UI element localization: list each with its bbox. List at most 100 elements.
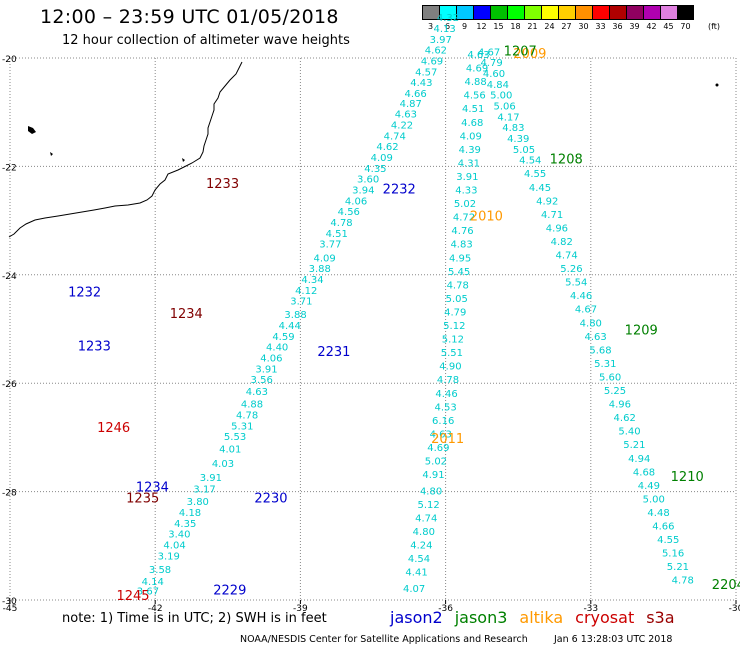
wave-height-point: 3.91 [255,364,277,375]
wave-height-point: 5.12 [442,335,464,346]
wave-height-point: 4.33 [455,186,477,197]
wave-height-point: 4.46 [570,291,592,302]
wave-height-point: 4.51 [326,229,348,240]
wave-height-point: 4.95 [449,253,471,264]
wave-height-point: 4.40 [266,343,288,354]
wave-height-point: 5.53 [224,432,246,443]
color-scale-label: 15 [493,22,504,31]
wave-height-point: 5.02 [425,457,447,468]
wave-height-point: 4.90 [439,362,461,373]
wave-height-point: 3.80 [187,497,209,508]
wave-height-point: 3.77 [319,240,341,251]
wave-height-point: 4.09 [371,153,393,164]
wave-height-point: 4.09 [313,253,335,264]
color-swatch-3 [422,5,439,20]
wave-height-point: 5.26 [560,264,582,275]
wave-height-point: 3.94 [352,186,374,197]
wave-height-point: 4.76 [451,226,473,237]
wave-height-point: 5.06 [494,101,516,112]
wave-height-point: 4.63 [467,50,489,61]
wave-height-point: 4.62 [425,46,447,57]
color-swatch-21 [524,5,541,20]
legend-altika: altika [519,608,564,627]
pass-time-label: 2204 [712,578,740,593]
wave-height-point: 4.14 [142,577,164,588]
y-tick-label: -24 [2,272,17,282]
pass-time-label: 1209 [625,323,658,338]
wave-height-point: 4.54 [408,554,430,565]
wave-height-point: 4.49 [638,481,660,492]
wave-height-point: 4.59 [272,332,294,343]
color-scale-label: 45 [663,22,674,31]
wave-height-point: 4.55 [524,169,546,180]
pass-time-label: 2230 [254,491,287,506]
pass-time-label: 2232 [383,183,416,198]
pass-time-label: 2009 [513,47,546,62]
source-credit: NOAA/NESDIS Center for Satellite Applica… [240,634,528,645]
color-swatch-36 [609,5,626,20]
wave-height-point: 4.03 [212,459,234,470]
wave-height-point: 3.19 [158,551,180,562]
wave-height-point: 4.56 [338,207,360,218]
color-swatch-18 [507,5,524,20]
color-scale-unit: (ft) [708,22,721,31]
wave-height-point: 4.22 [391,120,413,131]
wave-height-point: 5.12 [443,321,465,332]
wave-height-point: 4.69 [421,57,443,68]
wave-height-point: 4.56 [464,91,486,102]
wave-height-point: 4.69 [466,64,488,75]
color-swatch-12 [473,5,490,20]
pass-time-label: 1234 [170,307,203,322]
wave-height-point: 4.07 [403,584,425,595]
pass-time-label: 1235 [126,491,159,506]
coastline [8,61,719,238]
color-scale-label: 27 [561,22,572,31]
wave-height-point: 4.96 [609,400,631,411]
y-tick-label: -28 [2,489,17,499]
color-swatch-9 [456,5,473,20]
wave-height-point: 4.79 [444,307,466,318]
color-swatch-42 [643,5,660,20]
wave-height-point: 4.71 [541,210,563,221]
wave-height-point: 4.46 [435,389,457,400]
wave-height-point: 4.13 [433,24,455,35]
color-swatch-30 [575,5,592,20]
wave-height-point: 4.51 [462,104,484,115]
satellite-legend: jason2 jason3 altika cryosat s3a [390,608,687,627]
color-scale-label: 30 [578,22,589,31]
wave-height-point: 4.92 [536,196,558,207]
color-swatch-24 [541,5,558,20]
y-tick-label: -20 [2,55,17,65]
wave-height-point: 4.63 [246,387,268,398]
wave-height-point: 3.67 [137,587,159,598]
wave-height-point: 4.63 [430,429,452,440]
wave-height-point: 3.60 [357,175,379,186]
footnote: note: 1) Time is in UTC; 2) SWH is in fe… [62,611,327,626]
color-scale-label: 6 [444,22,451,31]
color-scale-label: 12 [476,22,487,31]
pass-time-label: 1245 [116,589,149,604]
wave-height-point: 4.60 [483,69,505,80]
color-scale-label: 70 [680,22,691,31]
wave-height-point: 4.78 [330,218,352,229]
chart-subtitle: 12 hour collection of altimeter wave hei… [62,33,350,48]
color-scale-label: 24 [544,22,555,31]
wave-height-point: 4.24 [410,541,432,552]
wave-height-point: 5.60 [599,372,621,383]
wave-height-point: 3.97 [430,35,452,46]
wave-height-point: 5.54 [565,278,587,289]
wave-height-point: 4.78 [236,410,258,421]
wave-height-point: 3.40 [168,530,190,541]
wave-height-point: 4.74 [555,251,577,262]
wave-height-point: 3.91 [200,473,222,484]
wave-height-point: 4.34 [301,275,323,286]
wave-height-point: 4.32 [437,13,459,24]
x-tick-label: -30 [729,604,740,614]
wave-height-point: 5.31 [594,359,616,370]
wave-height-point: 4.35 [174,519,196,530]
color-scale-legend: 3 6 9 12 15 18 21 24 27 30 33 36 39 42 45 70 (ft) [422,5,720,31]
wave-height-point: 4.68 [633,467,655,478]
color-swatch-33 [592,5,609,20]
wave-height-point: 3.91 [456,172,478,183]
wave-height-point: 5.05 [446,294,468,305]
